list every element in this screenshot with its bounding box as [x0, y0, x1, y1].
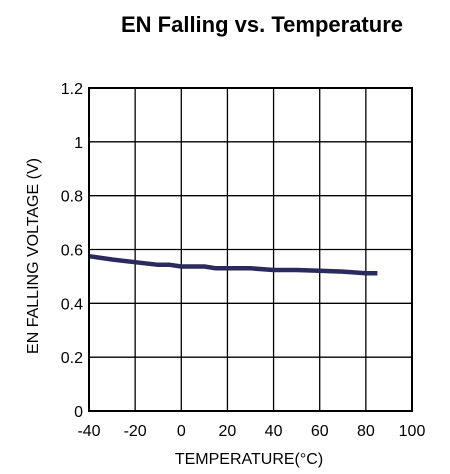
- y-axis-label: EN FALLING VOLTAGE (V): [25, 158, 42, 354]
- x-tick-label: 0: [177, 423, 186, 440]
- series-line: [88, 253, 378, 276]
- y-tick-label: 0: [74, 404, 83, 421]
- grid: [88, 87, 413, 412]
- x-tick-label: 80: [357, 423, 375, 440]
- chart-title: EN Falling vs. Temperature: [121, 12, 403, 37]
- x-tick-label: -20: [124, 423, 147, 440]
- y-tick-label: 0.8: [61, 189, 83, 206]
- y-tick-label: 1: [74, 135, 83, 152]
- y-tick-label: 0.2: [61, 350, 83, 367]
- y-tick-label: 0.6: [61, 243, 83, 260]
- x-axis-ticks: -40 -20 0 20 40 60 80 100: [77, 423, 425, 440]
- x-tick-label: 100: [399, 423, 426, 440]
- y-tick-label: 1.2: [61, 81, 83, 98]
- x-tick-label: 60: [311, 423, 329, 440]
- x-tick-label: -40: [77, 423, 100, 440]
- x-tick-label: 20: [219, 423, 237, 440]
- x-tick-label: 40: [265, 423, 283, 440]
- x-axis-label: TEMPERATURE(°C): [175, 451, 323, 468]
- y-tick-label: 0.4: [61, 296, 83, 313]
- series-layer: [88, 253, 378, 276]
- y-axis-ticks: 0 0.2 0.4 0.6 0.8 1 1.2: [61, 81, 83, 421]
- plot-frame: [88, 87, 413, 412]
